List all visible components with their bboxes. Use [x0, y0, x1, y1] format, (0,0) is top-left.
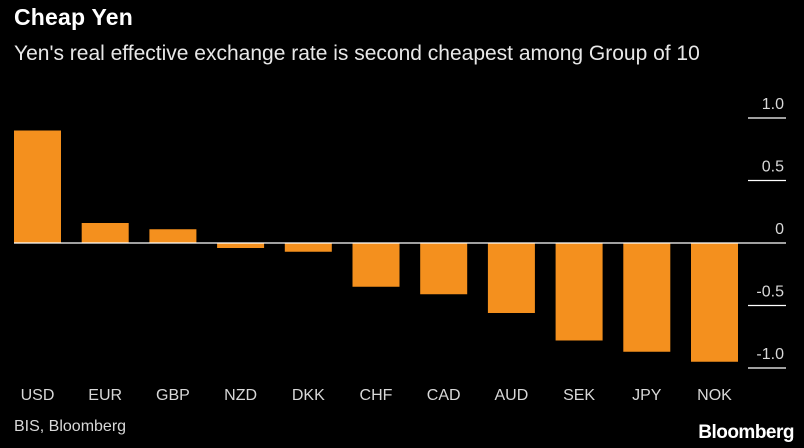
bloomberg-logo: Bloomberg	[698, 422, 794, 443]
x-tick-labels: USD EUR GBP NZD DKK CHF CAD AUD SEK JPY NOK	[21, 387, 733, 404]
source-note: BIS, Bloomberg	[14, 418, 127, 435]
x-tick-label: NZD	[224, 387, 257, 404]
y-gridlines	[748, 117, 786, 369]
y-tick-label: 0	[775, 221, 784, 238]
bar-nok	[691, 243, 738, 362]
x-tick-label: EUR	[88, 387, 122, 404]
chart-subtitle: Yen's real effective exchange rate is se…	[14, 42, 700, 65]
y-tick-labels: 1.0 0.5 0 -0.5 -1.0	[756, 96, 784, 363]
bar-usd	[14, 130, 61, 243]
bar-jpy	[623, 243, 671, 352]
x-tick-label: DKK	[292, 387, 325, 404]
x-tick-label: AUD	[495, 387, 529, 404]
x-tick-label: CHF	[360, 387, 393, 404]
bar-eur	[81, 223, 129, 243]
y-tick-label: -1.0	[756, 346, 784, 363]
bar-aud	[487, 243, 535, 313]
y-tick-label: -0.5	[756, 284, 784, 301]
bar-chf	[352, 243, 400, 287]
x-tick-label: GBP	[156, 387, 190, 404]
chart-title: Cheap Yen	[14, 4, 133, 30]
bar-cad	[420, 243, 468, 295]
x-tick-label: SEK	[563, 387, 595, 404]
bars	[14, 130, 738, 362]
x-tick-label: CAD	[427, 387, 461, 404]
x-tick-label: USD	[21, 387, 55, 404]
bar-dkk	[284, 243, 332, 252]
x-tick-label: NOK	[697, 387, 732, 404]
y-tick-label: 0.5	[762, 159, 784, 176]
x-tick-label: JPY	[632, 387, 662, 404]
y-tick-label: 1.0	[762, 96, 784, 113]
bar-sek	[555, 243, 603, 341]
bar-nzd	[217, 243, 265, 248]
bar-gbp	[149, 229, 197, 243]
